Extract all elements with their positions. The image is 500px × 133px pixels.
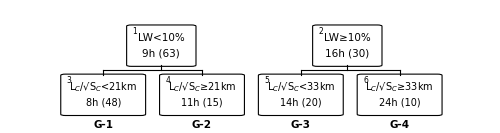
Text: L$_C$/√S$_C$<33km: L$_C$/√S$_C$<33km: [266, 80, 335, 94]
Text: L$_C$/√S$_C$<21km: L$_C$/√S$_C$<21km: [69, 80, 137, 94]
Text: 3: 3: [66, 76, 71, 85]
FancyBboxPatch shape: [126, 25, 196, 66]
Text: 5: 5: [264, 76, 269, 85]
Text: 9h (63): 9h (63): [142, 48, 180, 58]
FancyBboxPatch shape: [258, 74, 343, 115]
Text: L$_C$/√S$_C$≥33km: L$_C$/√S$_C$≥33km: [366, 80, 434, 94]
Text: G-3: G-3: [291, 120, 311, 130]
Text: 6: 6: [363, 76, 368, 85]
FancyBboxPatch shape: [61, 74, 146, 115]
Text: LW<10%: LW<10%: [138, 33, 184, 43]
FancyBboxPatch shape: [357, 74, 442, 115]
Text: LW≥10%: LW≥10%: [324, 33, 370, 43]
Text: 2: 2: [318, 27, 323, 36]
Text: G-2: G-2: [192, 120, 212, 130]
Text: G-1: G-1: [93, 120, 113, 130]
Text: L$_C$/√S$_C$≥21km: L$_C$/√S$_C$≥21km: [168, 80, 236, 94]
Text: 16h (30): 16h (30): [325, 48, 370, 58]
FancyBboxPatch shape: [312, 25, 382, 66]
Text: 11h (15): 11h (15): [181, 98, 223, 108]
Text: 24h (10): 24h (10): [379, 98, 420, 108]
FancyBboxPatch shape: [160, 74, 244, 115]
Text: 8h (48): 8h (48): [86, 98, 121, 108]
Text: 14h (20): 14h (20): [280, 98, 322, 108]
Text: 1: 1: [132, 27, 137, 36]
Text: 4: 4: [166, 76, 170, 85]
Text: G-4: G-4: [390, 120, 409, 130]
